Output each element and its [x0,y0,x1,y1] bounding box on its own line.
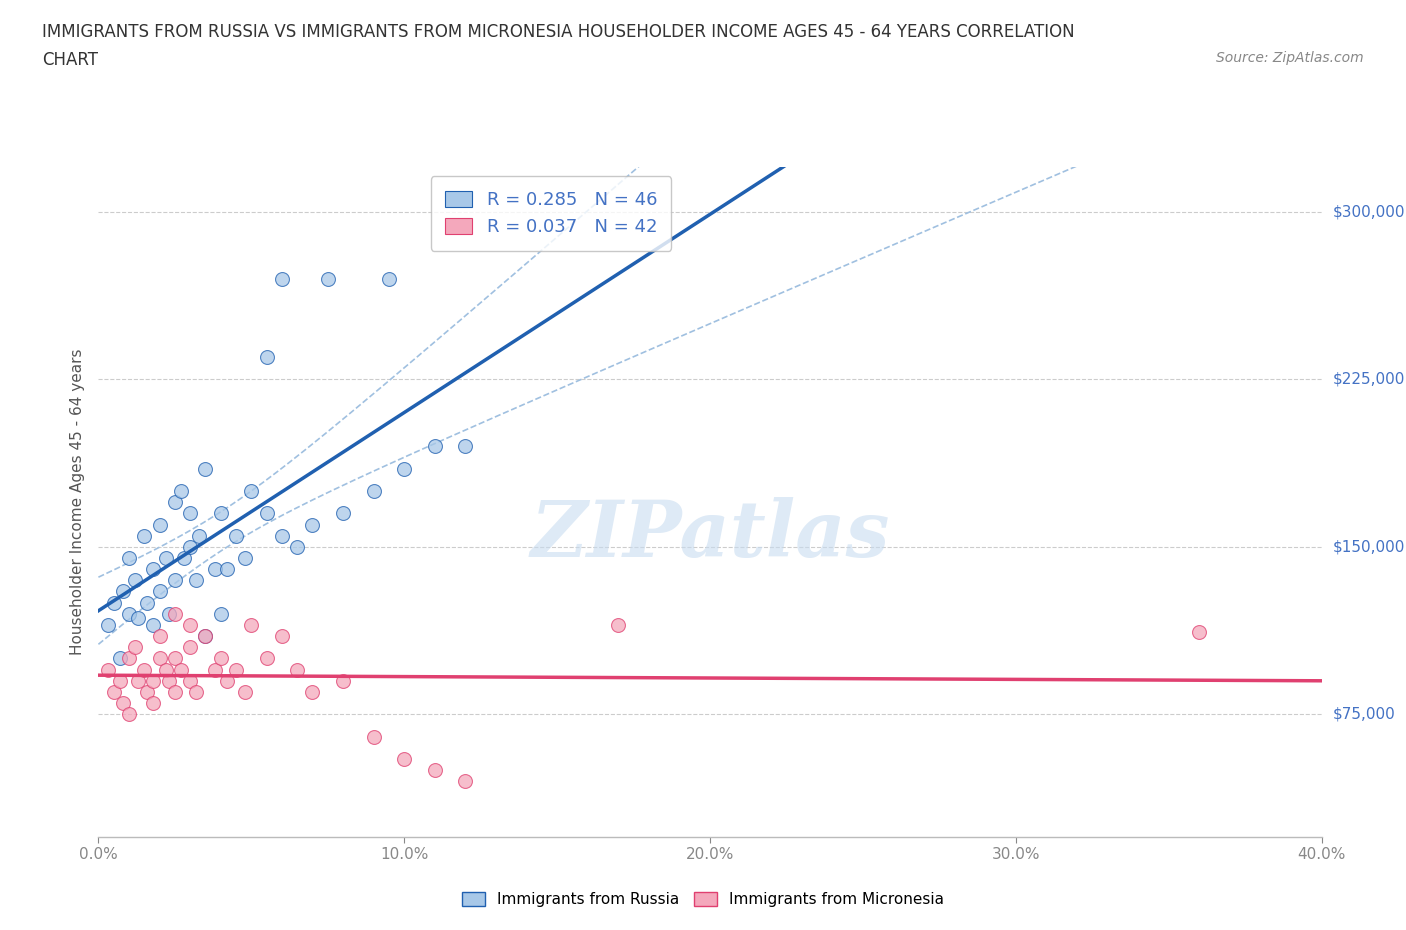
Point [173,551,195,565]
Point [270,272,292,286]
Text: $225,000: $225,000 [1333,372,1405,387]
Point [240,618,263,632]
Point [392,461,416,476]
Point [270,528,292,543]
Y-axis label: Householder Income Ages 45 - 64 years: Householder Income Ages 45 - 64 years [69,349,84,656]
Point [607,618,630,632]
Point [332,506,354,521]
Point [256,651,278,666]
Point [118,551,141,565]
Point [392,751,416,766]
Point [454,774,477,789]
Point [134,528,156,543]
Point [136,595,159,610]
Point [188,528,211,543]
Text: IMMIGRANTS FROM RUSSIA VS IMMIGRANTS FROM MICRONESIA HOUSEHOLDER INCOME AGES 45 : IMMIGRANTS FROM RUSSIA VS IMMIGRANTS FRO… [42,23,1074,41]
Point [111,584,134,599]
Point [209,651,232,666]
Text: $75,000: $75,000 [1333,707,1396,722]
Point [149,517,172,532]
Point [194,629,217,644]
Text: Source: ZipAtlas.com: Source: ZipAtlas.com [1216,51,1364,65]
Text: ZIPatlas: ZIPatlas [530,498,890,574]
Point [332,673,354,688]
Point [363,484,385,498]
Point [127,611,149,626]
Point [124,640,146,655]
Point [111,696,134,711]
Point [423,439,446,454]
Point [225,528,247,543]
Point [1188,624,1211,639]
Point [163,573,186,588]
Text: $300,000: $300,000 [1333,205,1405,219]
Point [97,662,120,677]
Point [186,684,208,699]
Point [179,506,201,521]
Point [155,551,177,565]
Point [127,673,149,688]
Point [163,495,186,510]
Point [270,629,292,644]
Point [163,684,186,699]
Point [215,673,238,688]
Text: $150,000: $150,000 [1333,539,1405,554]
Point [204,562,226,577]
Point [194,629,217,644]
Legend: R = 0.285   N = 46, R = 0.037   N = 42: R = 0.285 N = 46, R = 0.037 N = 42 [430,177,672,251]
Point [285,662,308,677]
Point [301,517,323,532]
Point [149,629,172,644]
Point [157,606,180,621]
Point [378,272,401,286]
Point [233,684,256,699]
Point [108,651,131,666]
Point [186,573,208,588]
Point [194,461,217,476]
Point [163,606,186,621]
Point [118,707,141,722]
Point [316,272,339,286]
Point [118,606,141,621]
Point [134,662,156,677]
Point [423,763,446,777]
Point [155,662,177,677]
Point [179,539,201,554]
Point [215,562,238,577]
Point [118,651,141,666]
Point [108,673,131,688]
Point [170,484,193,498]
Point [142,618,165,632]
Point [179,673,201,688]
Point [142,673,165,688]
Point [149,651,172,666]
Point [124,573,146,588]
Point [170,662,193,677]
Point [142,562,165,577]
Point [209,606,232,621]
Point [363,729,385,744]
Point [233,551,256,565]
Point [157,673,180,688]
Point [225,662,247,677]
Point [103,595,125,610]
Point [256,506,278,521]
Point [240,484,263,498]
Point [97,618,120,632]
Point [179,640,201,655]
Point [301,684,323,699]
Point [136,684,159,699]
Point [149,584,172,599]
Point [163,651,186,666]
Point [179,618,201,632]
Text: CHART: CHART [42,51,98,69]
Point [256,350,278,365]
Legend: Immigrants from Russia, Immigrants from Micronesia: Immigrants from Russia, Immigrants from … [456,885,950,913]
Point [204,662,226,677]
Point [209,506,232,521]
Point [285,539,308,554]
Point [142,696,165,711]
Point [454,439,477,454]
Point [103,684,125,699]
